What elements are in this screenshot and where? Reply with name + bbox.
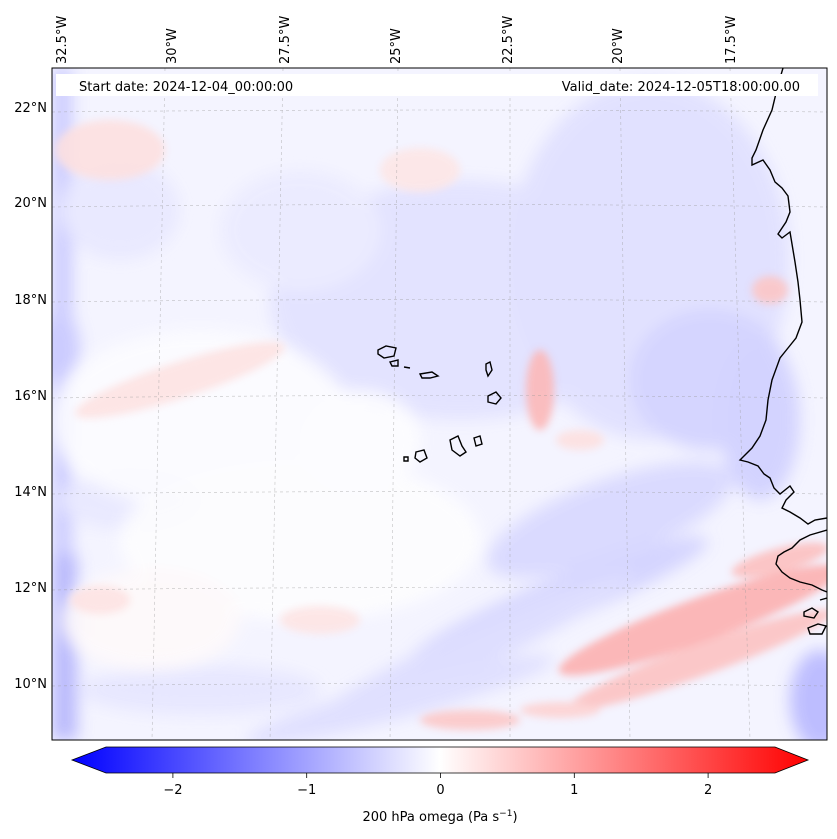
map-frame — [51, 67, 828, 741]
latitude-labels: 22°N 20°N 18°N 16°N 14°N 12°N 10°N — [14, 101, 47, 692]
colorbar-tick-label: −1 — [297, 783, 316, 798]
colorbar: −2 −1 0 1 2 200 hPa omega (Pa s−1) — [70, 746, 810, 825]
lat-label: 14°N — [14, 485, 47, 500]
lon-label: 32.5°W — [55, 16, 70, 64]
lon-label: 22.5°W — [501, 16, 516, 64]
valid-date-label: Valid_date: 2024-12-05T18:00:00.00 — [562, 80, 800, 95]
colorbar-ticks: −2 −1 0 1 2 — [163, 773, 712, 798]
colorbar-tick-label: 0 — [436, 783, 444, 798]
lat-label: 22°N — [14, 101, 47, 116]
lon-label: 30°W — [165, 28, 180, 64]
lat-label: 20°N — [14, 196, 47, 211]
colorbar-tick-label: 2 — [704, 783, 712, 798]
gridlines — [52, 68, 827, 740]
colorbar-tick-label: −2 — [163, 783, 182, 798]
lat-label: 10°N — [14, 677, 47, 692]
colorbar-label: 200 hPa omega (Pa s−1) — [362, 809, 517, 825]
lon-label: 17.5°W — [724, 16, 739, 64]
coastline-cape-verde — [377, 345, 502, 463]
start-date-label: Start date: 2024-12-04_00:00:00 — [79, 80, 293, 95]
lon-label: 20°W — [611, 28, 626, 64]
longitude-labels: 32.5°W 30°W 27.5°W 25°W 22.5°W 20°W 17.5… — [55, 16, 739, 64]
lat-label: 18°N — [14, 293, 47, 308]
omega-field — [52, 68, 827, 740]
lat-label: 12°N — [14, 581, 47, 596]
colorbar-bar — [70, 746, 810, 774]
lon-label: 27.5°W — [278, 16, 293, 64]
info-box-background — [56, 74, 818, 96]
lon-label: 25°W — [389, 28, 404, 64]
colorbar-tick-label: 1 — [570, 783, 578, 798]
lat-label: 16°N — [14, 389, 47, 404]
coastline-africa — [738, 68, 827, 635]
